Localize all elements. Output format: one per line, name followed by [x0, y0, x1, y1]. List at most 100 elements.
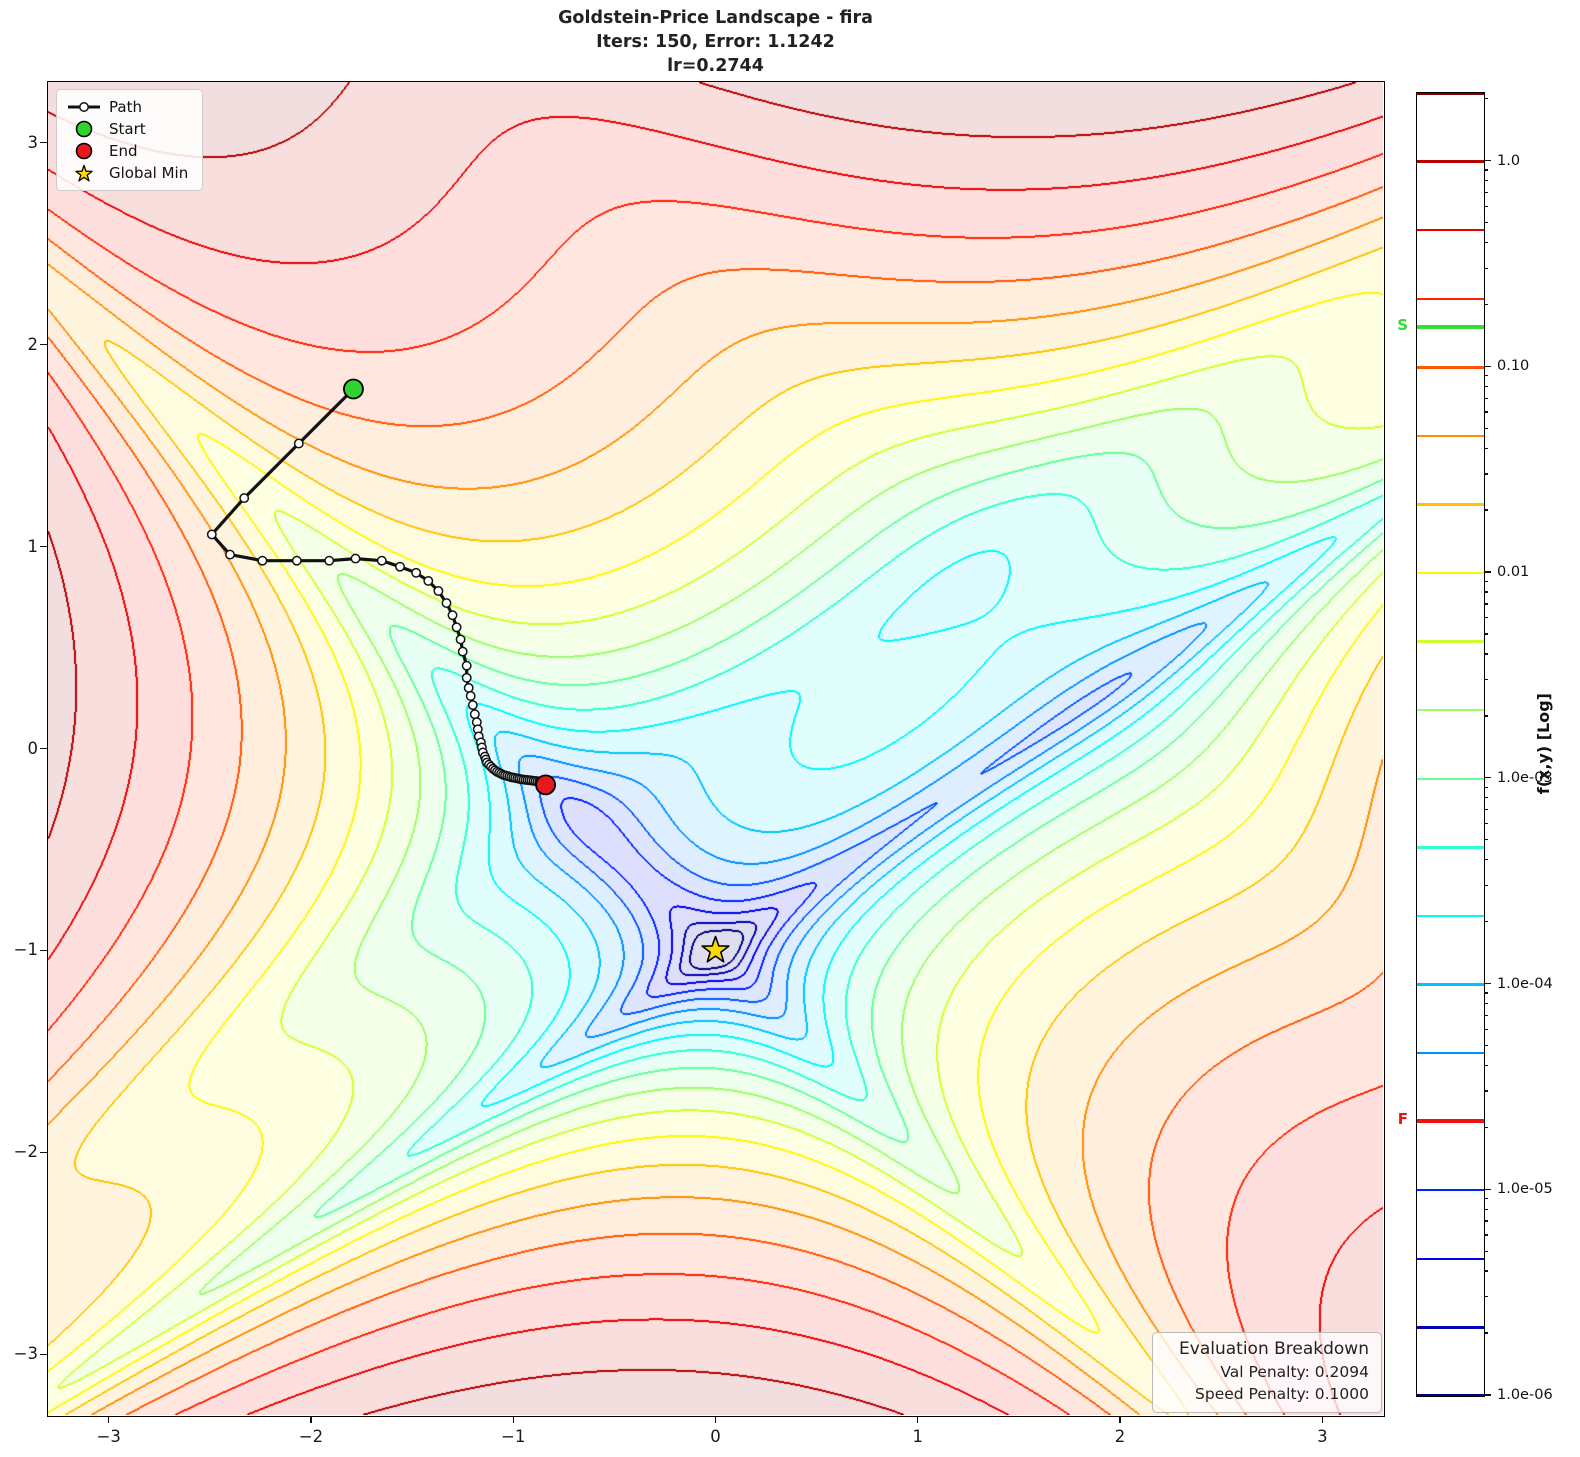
y-tick-mark	[40, 141, 47, 144]
colorbar-minor-tick	[1484, 859, 1488, 861]
path-point-marker	[395, 561, 405, 572]
colorbar-minor-tick	[1484, 633, 1488, 635]
x-tick-label: 2	[1114, 1427, 1126, 1446]
evaluation-breakdown-box: Evaluation Breakdown Val Penalty: 0.2094…	[1152, 1332, 1382, 1413]
global-min-star	[701, 935, 730, 963]
colorbar-minor-tick	[1484, 884, 1488, 886]
x-tick-label: −2	[298, 1427, 324, 1446]
y-tick-label: −2	[13, 1142, 38, 1162]
contour-plot-area	[48, 82, 1383, 1415]
path-point-marker	[411, 567, 422, 578]
colorbar-minor-tick	[1484, 179, 1488, 182]
legend-label-end: End	[109, 142, 138, 160]
path-point-marker	[461, 660, 472, 671]
colorbar-minor-tick	[1484, 397, 1488, 399]
colorbar-minor-tick	[1484, 1014, 1488, 1017]
colorbar-tick-label: 0.10	[1497, 358, 1530, 375]
path-point-marker	[457, 646, 468, 657]
colorbar-finish-label: F	[1397, 1110, 1408, 1129]
colorbar-axis-label-wrap: f(x,y) [Log]	[1534, 92, 1553, 1395]
colorbar-contour-line	[1417, 297, 1484, 300]
optimization-path	[210, 387, 548, 787]
page-title: Goldstein-Price Landscape - fira	[558, 8, 873, 28]
path-point-marker	[467, 700, 478, 711]
colorbar-major-tick	[1484, 1394, 1491, 1396]
colorbar-minor-tick	[1484, 205, 1488, 207]
colorbar-major-tick	[1484, 159, 1491, 162]
end-circle-icon	[65, 142, 103, 160]
colorbar-minor-tick	[1484, 303, 1488, 306]
colorbar-minor-tick	[1484, 992, 1488, 994]
colorbar-minor-tick	[1484, 1198, 1488, 1200]
colorbar-contour-line	[1417, 571, 1484, 575]
legend-item-path: Path	[65, 96, 188, 118]
colorbar-axis-label: f(x,y) [Log]	[1534, 692, 1553, 795]
colorbar-minor-tick	[1484, 786, 1488, 788]
legend-box: Path Start End Global Min	[56, 89, 204, 191]
colorbar-contour-line	[1417, 1189, 1484, 1192]
colorbar-minor-tick	[1484, 1332, 1488, 1334]
path-point-marker	[206, 529, 217, 540]
colorbar-minor-tick	[1484, 447, 1488, 449]
colorbar-minor-tick	[1484, 678, 1488, 681]
eval-speed-penalty: Speed Penalty: 0.1000	[1195, 1385, 1369, 1403]
colorbar-tick-label: 1.0e-06	[1497, 1387, 1553, 1403]
colorbar-minor-tick	[1484, 603, 1488, 605]
y-tick-label: 0	[27, 738, 39, 758]
path-point-marker	[376, 555, 387, 566]
x-tick-mark	[1321, 1416, 1323, 1423]
x-tick-mark	[512, 1416, 514, 1423]
legend-item-start: Start	[65, 118, 188, 140]
y-tick-mark	[40, 343, 47, 346]
colorbar-minor-tick	[1484, 1090, 1488, 1092]
colorbar-contour-line	[1417, 1393, 1484, 1396]
y-tick-mark	[40, 949, 47, 952]
colorbar-major-tick	[1484, 571, 1491, 573]
colorbar-minor-tick	[1484, 797, 1488, 799]
colorbar-minor-tick	[1484, 169, 1488, 171]
path-overlay	[206, 378, 730, 963]
x-tick-label: −3	[96, 1427, 121, 1446]
colorbar-minor-tick	[1484, 839, 1488, 841]
colorbar-minor-tick	[1484, 267, 1488, 269]
colorbar-contour-line	[1417, 983, 1484, 986]
colorbar-minor-tick	[1484, 97, 1488, 100]
colorbar-contour-line	[1417, 93, 1484, 96]
path-point-marker	[291, 555, 302, 566]
colorbar-contour-line	[1417, 503, 1484, 506]
contour-canvas	[48, 82, 1383, 1415]
path-line-icon	[65, 100, 103, 114]
eval-title: Evaluation Breakdown	[1179, 1339, 1369, 1359]
colorbar-contour-line	[1417, 1257, 1484, 1261]
colorbar-minor-tick	[1484, 1270, 1488, 1272]
colorbar-minor-tick	[1484, 191, 1488, 194]
colorbar-contour-line	[1417, 366, 1484, 369]
start-circle-icon	[65, 120, 103, 138]
path-point-marker	[461, 672, 472, 683]
colorbar-minor-tick	[1484, 809, 1488, 811]
colorbar-major-tick	[1484, 982, 1491, 985]
y-tick-mark	[40, 1353, 47, 1356]
colorbar-contour-line	[1417, 160, 1484, 163]
path-point-marker	[350, 553, 361, 564]
title-iters-error: Iters: 150, Error: 1.1242	[596, 32, 835, 52]
path-point-marker	[433, 586, 444, 596]
start-marker	[343, 378, 364, 400]
colorbar-minor-tick	[1484, 385, 1488, 387]
colorbar-contour-line	[1417, 777, 1484, 780]
colorbar-level-lines	[1417, 93, 1484, 1396]
colorbar-minor-tick	[1484, 1126, 1488, 1128]
colorbar-start-label: S	[1397, 316, 1408, 334]
colorbar-minor-tick	[1484, 617, 1488, 619]
path-markers	[206, 438, 551, 790]
colorbar-tick-label: 1.0e-04	[1497, 975, 1553, 992]
legend-item-end: End	[65, 140, 188, 162]
colorbar-contour-line	[1417, 846, 1484, 849]
colorbar-minor-tick	[1484, 591, 1488, 593]
path-point-marker	[441, 598, 452, 609]
path-point-marker	[447, 610, 458, 621]
y-tick-label: 3	[27, 132, 39, 152]
colorbar-major-tick	[1484, 777, 1491, 779]
colorbar-tick-label: 1.0e-05	[1497, 1181, 1553, 1198]
x-tick-mark	[107, 1416, 110, 1423]
